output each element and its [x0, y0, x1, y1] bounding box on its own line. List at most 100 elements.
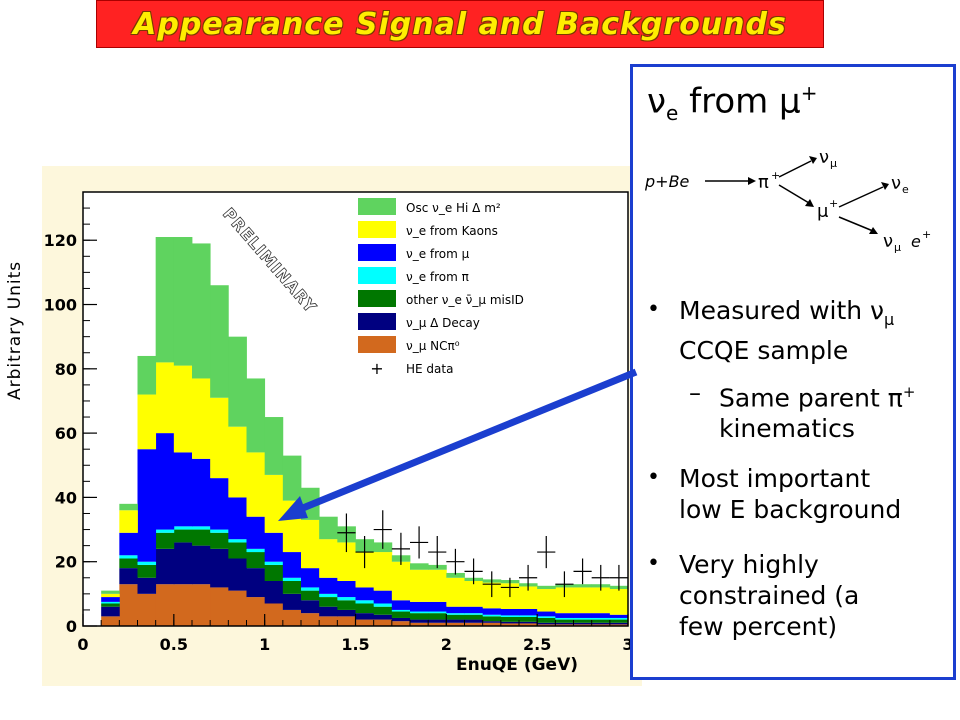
- bar-series-3-bin-14: [355, 600, 375, 604]
- bar-series-4-bin-10: [282, 552, 302, 578]
- bar-series-0-bin-12: [319, 616, 338, 626]
- bar-series-1-bin-17: [410, 619, 429, 623]
- bar-series-2-bin-23: [519, 616, 538, 622]
- bar-series-5-bin-0: [101, 593, 120, 598]
- info-box: νe from μ+ p+Be π + ν μ μ + ν e ν μ e +: [630, 64, 956, 680]
- bar-series-0-bin-28: [609, 624, 629, 626]
- y-tick-label: 0: [66, 617, 77, 636]
- bar-series-4-bin-1: [119, 532, 138, 556]
- bar-series-4-bin-4: [173, 452, 193, 527]
- bar-series-4-bin-19: [446, 606, 465, 614]
- diagram-nue-sub: e: [902, 183, 909, 196]
- bar-series-3-bin-2: [137, 561, 157, 565]
- bar-series-5-bin-28: [609, 589, 629, 615]
- bar-series-4-bin-7: [228, 497, 247, 540]
- bar-series-1-bin-5: [192, 545, 211, 585]
- bar-series-1-bin-21: [482, 621, 502, 623]
- bar-series-1-bin-26: [573, 622, 593, 625]
- bar-series-6-bin-9: [264, 417, 284, 475]
- bar-series-5-bin-12: [319, 539, 338, 578]
- bullet-3-line3: few percent): [679, 612, 838, 641]
- bar-series-4-bin-16: [391, 600, 411, 610]
- diagram-positron-sup: +: [922, 228, 931, 241]
- bar-series-2-bin-25: [555, 619, 574, 623]
- diagram-source: p+Be: [644, 172, 690, 191]
- bar-series-3-bin-28: [609, 617, 629, 620]
- bar-series-3-bin-9: [264, 561, 284, 565]
- bullet-1-sub: μ: [884, 310, 895, 329]
- legend-label-3: ν_e from π: [406, 270, 469, 284]
- bar-series-4-bin-6: [210, 478, 229, 530]
- diagram-pion-sup: +: [771, 169, 780, 182]
- bullet-1-text: Measured with ν: [679, 296, 885, 325]
- bar-series-6-bin-26: [573, 584, 593, 588]
- bar-series-1-bin-1: [119, 568, 138, 585]
- bar-series-0-bin-26: [573, 624, 593, 626]
- bar-series-2-bin-18: [428, 613, 447, 620]
- bar-series-2-bin-21: [482, 616, 502, 622]
- bar-series-5-bin-2: [137, 394, 157, 450]
- bar-series-5-bin-15: [373, 552, 393, 591]
- bar-series-3-bin-19: [446, 613, 465, 615]
- sub-bullet-line2: kinematics: [719, 414, 855, 444]
- bar-series-5-bin-14: [355, 552, 375, 588]
- diagram-arrow-mu-numu: [838, 216, 874, 232]
- bar-series-1-bin-12: [319, 606, 338, 617]
- bar-series-2-bin-14: [355, 603, 375, 614]
- bar-series-0-bin-18: [428, 622, 447, 626]
- x-tick-label: 0.5: [160, 635, 188, 654]
- bar-series-1-bin-7: [228, 558, 247, 591]
- legend-swatch-3: [358, 267, 396, 284]
- bar-series-5-bin-13: [337, 542, 356, 581]
- diagram-numu-bottom: ν: [883, 231, 893, 252]
- diagram-numu-top-sub: μ: [830, 157, 837, 170]
- bar-series-4-bin-28: [609, 614, 629, 618]
- bullet-3-line1: Very highly: [679, 550, 819, 579]
- bar-series-0-bin-17: [410, 622, 429, 626]
- bar-series-1-bin-22: [500, 621, 520, 624]
- bar-series-5-bin-10: [282, 500, 302, 553]
- bar-series-4-bin-11: [301, 568, 320, 588]
- bar-series-4-bin-0: [101, 597, 120, 602]
- bar-series-4-bin-9: [264, 532, 284, 562]
- legend-swatch-6: [358, 336, 396, 353]
- bar-series-0-bin-1: [119, 584, 138, 626]
- x-tick-label: 2.5: [523, 635, 551, 654]
- x-tick-label: 1.5: [341, 635, 369, 654]
- bar-series-3-bin-7: [228, 539, 247, 543]
- bar-series-2-bin-12: [319, 597, 338, 607]
- bar-series-6-bin-11: [301, 487, 320, 520]
- x-tick-label: 3: [622, 635, 633, 654]
- bar-series-0-bin-8: [246, 597, 266, 626]
- bar-series-4-bin-13: [337, 580, 356, 598]
- chart-frame: 0 0.5 1 1.5 2 2.5 3 0 20 40 60 80 100 120 EnuQE (GeV) P…: [42, 166, 642, 686]
- bar-series-2-bin-20: [464, 614, 484, 620]
- bar-series-6-bin-2: [137, 355, 157, 395]
- bar-series-6-bin-6: [210, 285, 229, 398]
- bar-series-5-bin-8: [246, 452, 266, 517]
- bar-series-0-bin-16: [391, 621, 411, 626]
- bar-series-4-bin-23: [519, 608, 538, 616]
- bar-series-0-bin-6: [210, 587, 229, 626]
- bar-series-0-bin-24: [537, 624, 556, 626]
- bar-series-2-bin-10: [282, 580, 302, 594]
- bullet-2: Most important low E background: [679, 463, 901, 525]
- bar-series-0-bin-25: [555, 624, 574, 626]
- y-tick-label: 100: [44, 296, 77, 315]
- bar-series-2-bin-26: [573, 619, 593, 623]
- bar-series-2-bin-17: [410, 613, 429, 620]
- bullet-2-line1: Most important: [679, 464, 871, 493]
- heading-from: from μ: [678, 81, 801, 122]
- y-axis-label: Arbitrary Units: [5, 260, 25, 400]
- bar-series-1-bin-16: [391, 617, 411, 622]
- bar-series-5-bin-27: [591, 587, 611, 614]
- bullet-marker-3: •: [647, 551, 660, 576]
- bar-series-0-bin-9: [264, 603, 284, 626]
- bar-series-5-bin-6: [210, 397, 229, 479]
- bar-series-3-bin-25: [555, 617, 574, 620]
- legend-label-2: ν_e from μ: [406, 247, 470, 261]
- heading-nu: ν: [647, 81, 666, 122]
- bar-series-2-bin-4: [173, 529, 193, 543]
- bar-series-0-bin-21: [482, 622, 502, 626]
- bar-series-5-bin-3: [155, 362, 175, 434]
